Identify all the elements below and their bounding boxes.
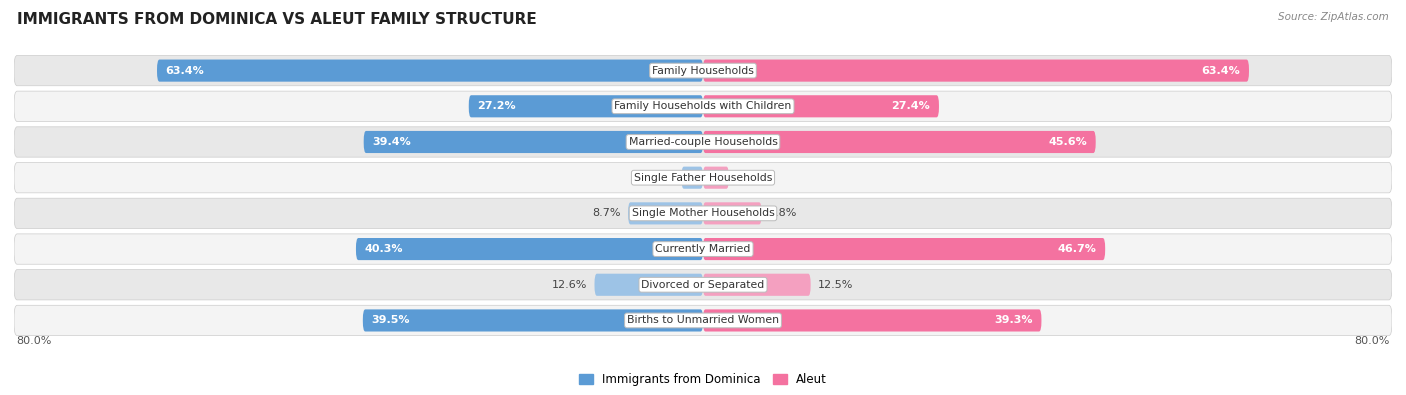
Text: Single Father Households: Single Father Households <box>634 173 772 182</box>
FancyBboxPatch shape <box>703 167 728 189</box>
FancyBboxPatch shape <box>595 274 703 296</box>
Text: 12.5%: 12.5% <box>817 280 853 290</box>
FancyBboxPatch shape <box>14 305 1392 336</box>
FancyBboxPatch shape <box>14 234 1392 264</box>
Text: 27.2%: 27.2% <box>478 101 516 111</box>
Text: 8.7%: 8.7% <box>593 209 621 218</box>
Text: 80.0%: 80.0% <box>17 336 52 346</box>
FancyBboxPatch shape <box>682 167 703 189</box>
Text: 39.3%: 39.3% <box>994 316 1033 325</box>
FancyBboxPatch shape <box>703 238 1105 260</box>
Text: Currently Married: Currently Married <box>655 244 751 254</box>
FancyBboxPatch shape <box>703 95 939 117</box>
FancyBboxPatch shape <box>628 202 703 224</box>
Text: 45.6%: 45.6% <box>1049 137 1087 147</box>
Text: 39.5%: 39.5% <box>371 316 411 325</box>
FancyBboxPatch shape <box>14 91 1392 121</box>
Text: 12.6%: 12.6% <box>553 280 588 290</box>
FancyBboxPatch shape <box>14 162 1392 193</box>
Text: 46.7%: 46.7% <box>1057 244 1097 254</box>
Text: Family Households with Children: Family Households with Children <box>614 101 792 111</box>
Text: 27.4%: 27.4% <box>891 101 931 111</box>
Text: Single Mother Households: Single Mother Households <box>631 209 775 218</box>
FancyBboxPatch shape <box>703 274 811 296</box>
FancyBboxPatch shape <box>364 131 703 153</box>
Text: Source: ZipAtlas.com: Source: ZipAtlas.com <box>1278 12 1389 22</box>
FancyBboxPatch shape <box>703 60 1249 82</box>
Text: 40.3%: 40.3% <box>364 244 404 254</box>
FancyBboxPatch shape <box>14 198 1392 229</box>
FancyBboxPatch shape <box>363 309 703 331</box>
Text: Divorced or Separated: Divorced or Separated <box>641 280 765 290</box>
Text: 2.5%: 2.5% <box>647 173 675 182</box>
Text: IMMIGRANTS FROM DOMINICA VS ALEUT FAMILY STRUCTURE: IMMIGRANTS FROM DOMINICA VS ALEUT FAMILY… <box>17 12 537 27</box>
Text: 6.8%: 6.8% <box>769 209 797 218</box>
FancyBboxPatch shape <box>157 60 703 82</box>
FancyBboxPatch shape <box>14 269 1392 300</box>
Text: 39.4%: 39.4% <box>373 137 411 147</box>
FancyBboxPatch shape <box>356 238 703 260</box>
Text: 63.4%: 63.4% <box>1202 66 1240 75</box>
FancyBboxPatch shape <box>703 202 762 224</box>
Text: Family Households: Family Households <box>652 66 754 75</box>
FancyBboxPatch shape <box>468 95 703 117</box>
FancyBboxPatch shape <box>14 55 1392 86</box>
Text: 3.0%: 3.0% <box>735 173 763 182</box>
FancyBboxPatch shape <box>14 127 1392 157</box>
Text: Married-couple Households: Married-couple Households <box>628 137 778 147</box>
Text: 63.4%: 63.4% <box>166 66 204 75</box>
FancyBboxPatch shape <box>703 309 1042 331</box>
Legend: Immigrants from Dominica, Aleut: Immigrants from Dominica, Aleut <box>574 369 832 391</box>
FancyBboxPatch shape <box>703 131 1095 153</box>
Text: Births to Unmarried Women: Births to Unmarried Women <box>627 316 779 325</box>
Text: 80.0%: 80.0% <box>1354 336 1389 346</box>
